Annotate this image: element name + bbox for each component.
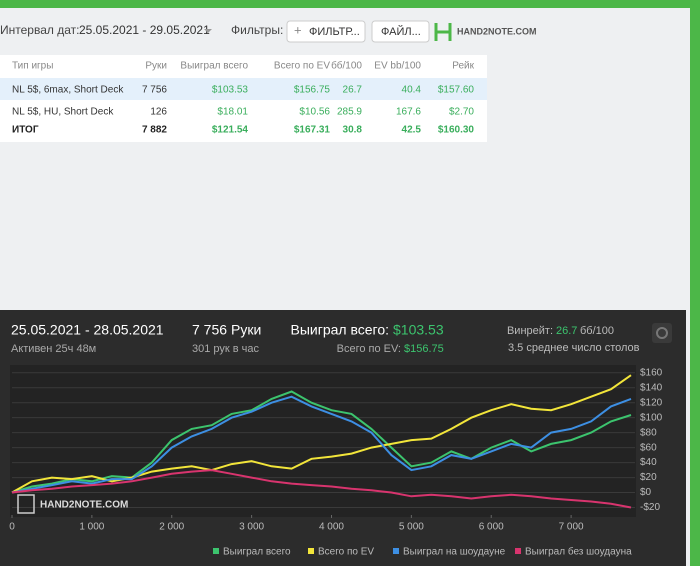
table-cell: NL 5$, 6max, Short Deck bbox=[12, 85, 124, 96]
filters-label: Фильтры: bbox=[231, 23, 283, 37]
total-cell: $160.30 bbox=[438, 125, 475, 136]
y-tick-label: $20 bbox=[640, 472, 657, 483]
total-cell: $121.54 bbox=[212, 125, 249, 136]
ev: $156.75 bbox=[404, 343, 444, 355]
legend-swatch bbox=[213, 548, 219, 554]
legend-label: Выиграл всего bbox=[223, 547, 291, 558]
x-tick-label: 6 000 bbox=[479, 522, 504, 533]
won-label: Выиграл всего: bbox=[291, 322, 390, 338]
table-cell: 167.6 bbox=[396, 107, 421, 118]
x-tick-label: 3 000 bbox=[239, 522, 264, 533]
total-cell: 42.5 bbox=[402, 125, 422, 136]
column-header: Рейк bbox=[452, 61, 474, 72]
legend-swatch bbox=[393, 548, 399, 554]
winrate-unit: бб/100 bbox=[580, 325, 614, 337]
column-header: Выиграл всего bbox=[180, 61, 248, 72]
x-tick-label: 7 000 bbox=[559, 522, 584, 533]
table-cell: 40.4 bbox=[402, 85, 422, 96]
legend-label: Выиграл без шоудауна bbox=[525, 546, 632, 558]
hands-per-hour: 301 рук в час bbox=[192, 343, 260, 355]
y-tick-label: -$20 bbox=[640, 502, 660, 513]
table-cell: $18.01 bbox=[217, 107, 248, 118]
logo-icon bbox=[436, 23, 450, 41]
y-tick-label: $60 bbox=[640, 442, 657, 453]
y-tick-label: $0 bbox=[640, 487, 652, 498]
column-header: Руки bbox=[145, 61, 167, 72]
table-cell: 7 756 bbox=[142, 85, 167, 96]
total-cell: ИТОГ bbox=[12, 125, 39, 136]
won: $103.53 bbox=[393, 322, 444, 338]
table-cell: NL 5$, HU, Short Deck bbox=[12, 107, 114, 118]
table-cell: $10.56 bbox=[299, 107, 330, 118]
legend-swatch bbox=[515, 548, 521, 554]
ev-label: Всего по EV: bbox=[337, 343, 401, 355]
x-tick-label: 4 000 bbox=[319, 522, 344, 533]
total-cell: 7 882 bbox=[142, 125, 167, 136]
table-cell: $156.75 bbox=[294, 85, 331, 96]
column-header: Всего по EV bbox=[274, 61, 330, 72]
side-bar bbox=[690, 0, 700, 566]
table-cell: 26.7 bbox=[343, 85, 363, 96]
table-cell: $103.53 bbox=[212, 85, 249, 96]
plus-icon: + bbox=[294, 22, 302, 37]
table-cell: $2.70 bbox=[449, 107, 474, 118]
y-tick-label: $100 bbox=[640, 412, 663, 423]
date-range[interactable]: 25.05.2021 - 29.05.2021 bbox=[79, 23, 210, 37]
column-header: Тип игры bbox=[12, 61, 53, 72]
y-tick-label: $80 bbox=[640, 427, 657, 438]
hands: 7 756 bbox=[192, 322, 227, 338]
legend-label: Всего по EV bbox=[318, 547, 374, 558]
watermark: HAND2NOTE.COM bbox=[40, 500, 128, 511]
total-cell: $167.31 bbox=[294, 125, 331, 136]
x-tick-label: 0 bbox=[9, 522, 15, 533]
legend-swatch bbox=[308, 548, 314, 554]
y-tick-label: $40 bbox=[640, 457, 657, 468]
y-tick-label: $160 bbox=[640, 367, 663, 378]
hands-label: Руки bbox=[231, 322, 261, 338]
logo: HAND2NOTE.COM bbox=[457, 26, 537, 36]
column-header: EV bb/100 bbox=[374, 61, 421, 72]
file-button-label[interactable]: ФАЙЛ... bbox=[381, 25, 421, 38]
period: 25.05.2021 - 28.05.2021 bbox=[11, 322, 164, 338]
table-cell: 285.9 bbox=[337, 107, 362, 118]
top-bar bbox=[0, 0, 700, 8]
date-label: Интервал дат: bbox=[0, 23, 79, 37]
table-cell: $157.60 bbox=[438, 85, 475, 96]
filter-button-label[interactable]: ФИЛЬТР... bbox=[309, 26, 360, 38]
x-tick-label: 5 000 bbox=[399, 522, 424, 533]
active-time: Активен 25ч 48м bbox=[11, 343, 96, 355]
x-tick-label: 1 000 bbox=[79, 522, 104, 533]
y-tick-label: $140 bbox=[640, 382, 663, 393]
y-tick-label: $120 bbox=[640, 397, 663, 408]
winrate-label: Винрейт: bbox=[507, 325, 553, 337]
tables: 3.5 среднее число столов bbox=[508, 342, 640, 354]
legend-label: Выиграл на шоудауне bbox=[403, 547, 506, 558]
total-cell: 30.8 bbox=[343, 125, 363, 136]
table-cell: 126 bbox=[150, 107, 167, 118]
column-header: бб/100 bbox=[331, 60, 362, 72]
settings-button[interactable] bbox=[652, 323, 672, 343]
x-tick-label: 2 000 bbox=[159, 522, 184, 533]
winrate: 26.7 bbox=[556, 325, 577, 337]
